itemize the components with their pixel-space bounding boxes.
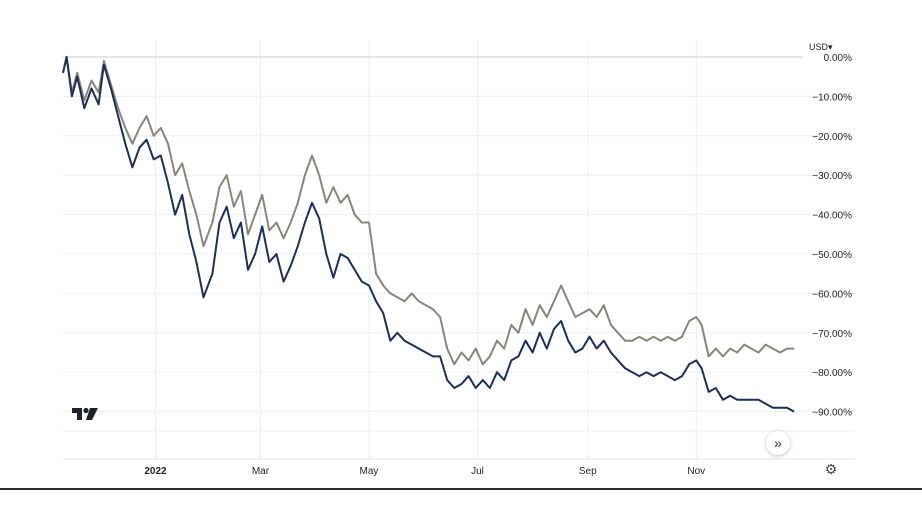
y-tick-label: 0.00% <box>824 53 852 64</box>
x-tick-label: 2022 <box>144 466 167 477</box>
y-tick-label: −90.00% <box>812 408 852 419</box>
y-tick-label: −60.00% <box>812 289 852 300</box>
series-line-0 <box>62 56 795 413</box>
y-tick-label: −10.00% <box>812 92 852 103</box>
series-line-1 <box>62 56 795 366</box>
gear-icon[interactable]: ⚙ <box>824 461 838 477</box>
y-tick-label: −80.00% <box>812 368 852 379</box>
x-tick-label: Nov <box>687 466 705 477</box>
y-tick-label: −50.00% <box>812 250 852 261</box>
caret-down-icon: ▾ <box>828 42 833 52</box>
x-tick-label: Mar <box>252 466 270 477</box>
chart-canvas[interactable]: 0.00% −10.00% −20.00% −30.00% −40.00% −50.00%… <box>0 0 922 488</box>
scroll-to-realtime-button[interactable]: » <box>766 431 790 455</box>
double-chevron-right-icon: » <box>774 435 782 451</box>
x-tick-label: Jul <box>471 466 484 477</box>
y-tick-label: −40.00% <box>812 211 852 222</box>
y-tick-label: −70.00% <box>812 329 852 340</box>
bottom-bar <box>0 488 922 520</box>
y-tick-label: −20.00% <box>812 132 852 143</box>
x-tick-label: May <box>360 466 379 477</box>
tradingview-logo-icon <box>72 407 98 420</box>
y-tick-label: −30.00% <box>812 171 852 182</box>
currency-label: USD <box>809 42 829 52</box>
x-tick-label: Sep <box>579 466 597 477</box>
currency-selector[interactable]: USD▾ <box>809 42 833 53</box>
